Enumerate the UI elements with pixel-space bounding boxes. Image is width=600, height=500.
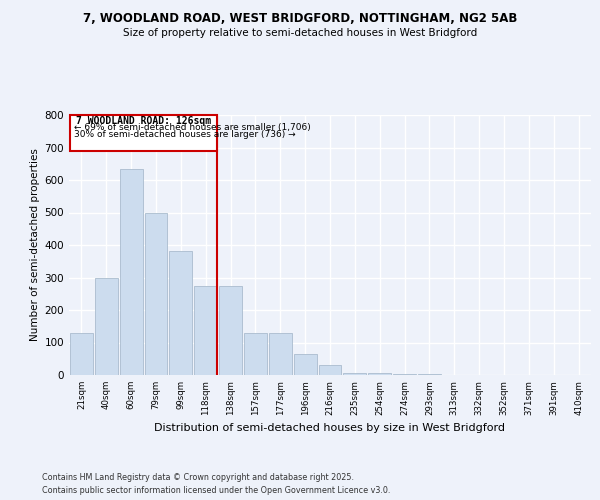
Text: Contains public sector information licensed under the Open Government Licence v3: Contains public sector information licen… [42, 486, 391, 495]
Bar [95, 278, 118, 375]
Text: 30% of semi-detached houses are larger (736) →: 30% of semi-detached houses are larger (… [74, 130, 296, 138]
Text: Contains HM Land Registry data © Crown copyright and database right 2025.: Contains HM Land Registry data © Crown c… [42, 472, 354, 482]
Bar [194, 286, 217, 375]
Bar [244, 333, 267, 375]
Text: Size of property relative to semi-detached houses in West Bridgford: Size of property relative to semi-detach… [123, 28, 477, 38]
Bar [70, 334, 93, 375]
Text: ← 69% of semi-detached houses are smaller (1,706): ← 69% of semi-detached houses are smalle… [74, 123, 311, 132]
Bar [294, 354, 317, 375]
Text: 7 WOODLAND ROAD: 126sqm: 7 WOODLAND ROAD: 126sqm [76, 116, 211, 126]
Bar [393, 374, 416, 375]
Text: 7, WOODLAND ROAD, WEST BRIDGFORD, NOTTINGHAM, NG2 5AB: 7, WOODLAND ROAD, WEST BRIDGFORD, NOTTIN… [83, 12, 517, 26]
Bar [145, 212, 167, 375]
Y-axis label: Number of semi-detached properties: Number of semi-detached properties [31, 148, 40, 342]
Bar [418, 374, 441, 375]
Bar [343, 374, 366, 375]
X-axis label: Distribution of semi-detached houses by size in West Bridgford: Distribution of semi-detached houses by … [155, 423, 505, 433]
Bar [219, 286, 242, 375]
Bar [319, 365, 341, 375]
Bar [169, 250, 192, 375]
Bar [70, 115, 217, 152]
Bar [269, 333, 292, 375]
Bar [368, 374, 391, 375]
Bar [120, 168, 143, 375]
